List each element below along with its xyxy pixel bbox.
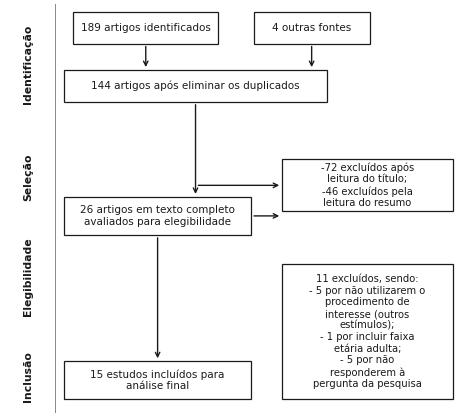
Text: Elegibilidade: Elegibilidade <box>23 237 34 316</box>
FancyBboxPatch shape <box>282 159 453 211</box>
Text: -72 excluídos após
leitura do título;
-46 excluídos pela
leitura do resumo: -72 excluídos após leitura do título; -4… <box>321 162 414 208</box>
FancyBboxPatch shape <box>73 12 218 44</box>
Text: Identificação: Identificação <box>23 25 34 104</box>
Text: 144 artigos após eliminar os duplicados: 144 artigos após eliminar os duplicados <box>91 81 300 91</box>
Text: 26 artigos em texto completo
avaliados para elegibilidade: 26 artigos em texto completo avaliados p… <box>80 205 235 227</box>
Text: 15 estudos incluídos para
análise final: 15 estudos incluídos para análise final <box>91 369 225 391</box>
FancyBboxPatch shape <box>282 264 453 399</box>
FancyBboxPatch shape <box>64 70 327 102</box>
Text: 11 excluídos, sendo:
- 5 por não utilizarem o
procedimento de
interesse (outros
: 11 excluídos, sendo: - 5 por não utiliza… <box>309 274 426 389</box>
Text: 189 artigos identificados: 189 artigos identificados <box>81 22 210 33</box>
Text: Seleção: Seleção <box>23 153 34 201</box>
Text: 4 outras fontes: 4 outras fontes <box>272 22 351 33</box>
FancyBboxPatch shape <box>254 12 370 44</box>
Text: Inclusão: Inclusão <box>23 351 34 402</box>
FancyBboxPatch shape <box>64 197 251 235</box>
FancyBboxPatch shape <box>64 361 251 399</box>
